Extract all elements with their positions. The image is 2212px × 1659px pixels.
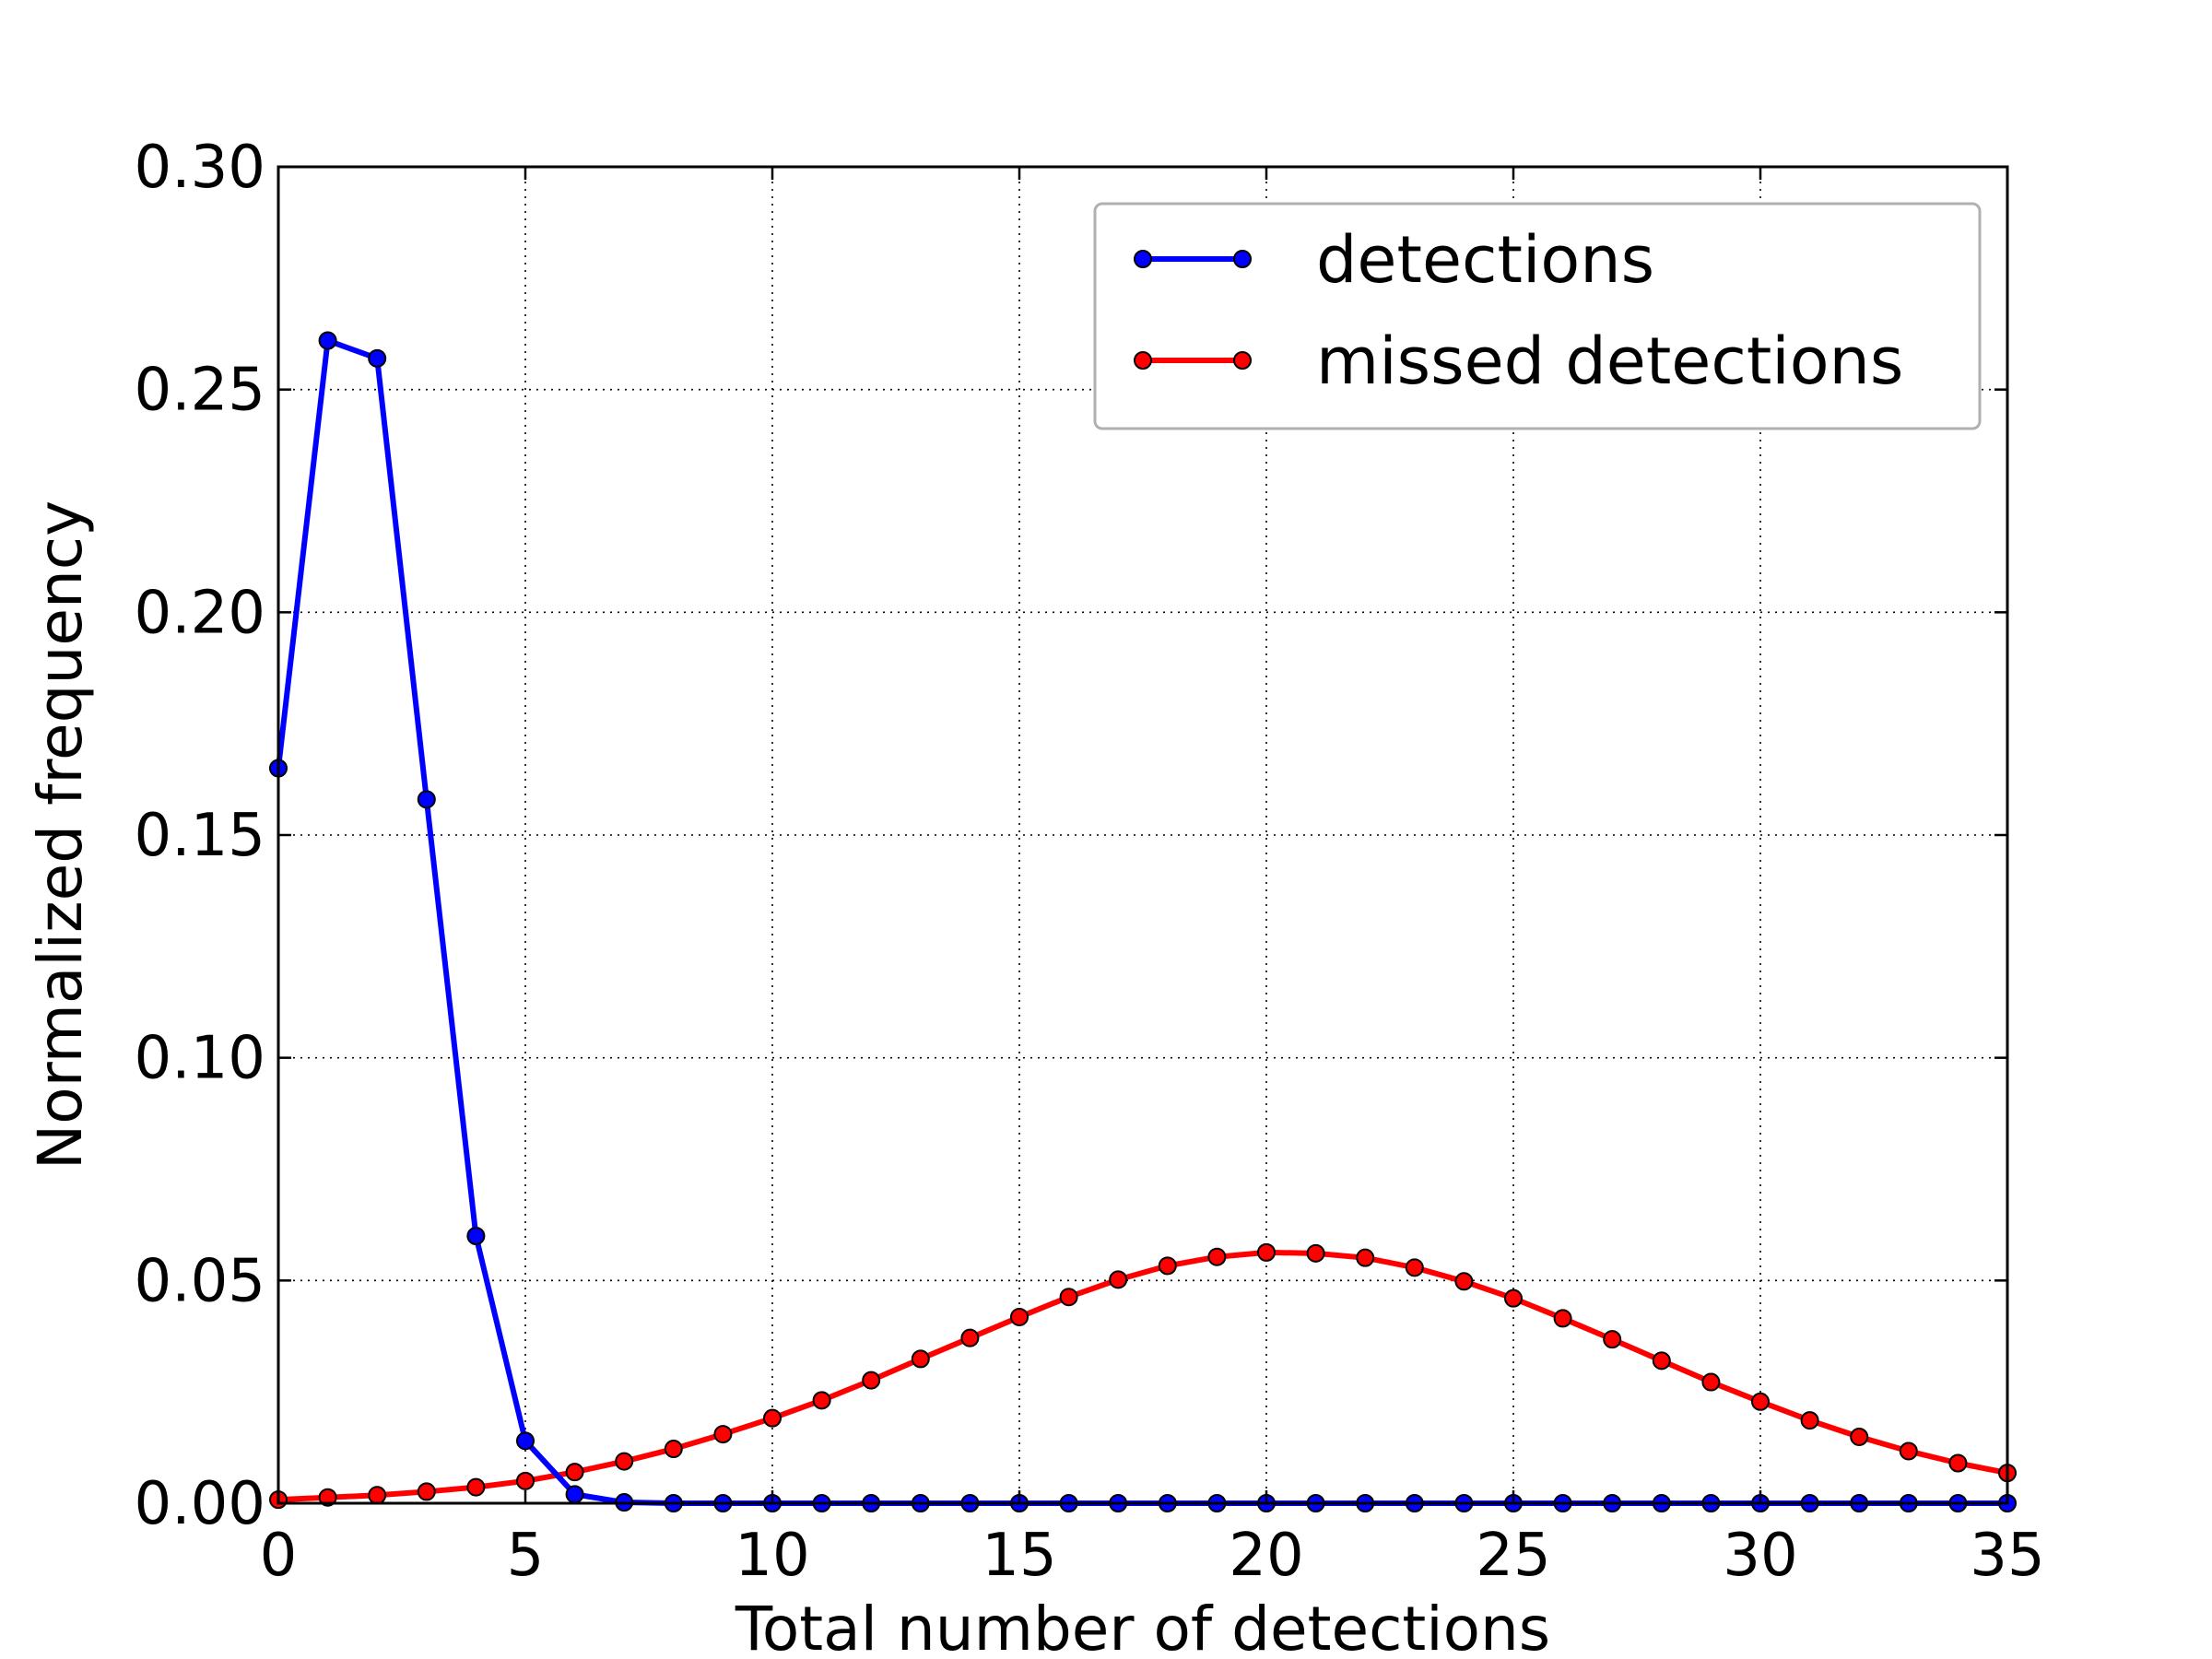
x-tick-label: 10 <box>735 1522 809 1590</box>
legend: detections missed detections <box>1093 202 1982 430</box>
data-point <box>862 1371 881 1390</box>
data-point <box>1850 1427 1869 1446</box>
data-point <box>1010 1307 1029 1326</box>
x-tick-label: 15 <box>982 1522 1056 1590</box>
legend-marker <box>1233 250 1252 268</box>
data-point <box>1257 1242 1276 1262</box>
series-line <box>277 1249 2008 1503</box>
data-point <box>1504 1288 1523 1308</box>
y-tick-label: 0.30 <box>135 134 266 202</box>
series-line <box>276 337 2007 1506</box>
series-missed-detections <box>269 1242 2017 1510</box>
data-point <box>417 1482 436 1501</box>
data-point <box>368 1486 387 1505</box>
data-point <box>368 348 387 368</box>
data-point <box>960 1328 980 1347</box>
legend-marker <box>1134 351 1152 370</box>
data-point <box>664 1440 683 1459</box>
data-point <box>1751 1392 1770 1411</box>
data-point <box>1059 1288 1078 1307</box>
y-tick-label: 0.25 <box>135 357 266 425</box>
data-point <box>1553 1309 1572 1328</box>
axis-ticks <box>276 165 2009 1505</box>
legend-marker <box>1233 351 1252 370</box>
data-point <box>1652 1351 1671 1371</box>
data-point <box>565 1463 584 1482</box>
x-tick-label: 35 <box>1970 1522 2044 1590</box>
data-point <box>1701 1372 1721 1392</box>
data-point <box>1158 1256 1177 1276</box>
data-point <box>1306 1243 1325 1263</box>
plot-series <box>269 331 2017 1512</box>
axis-tick-labels: 0 5 10 15 20 25 30 35 0.00 0.05 0.10 0.15 0.20 0.25 0.… <box>135 134 2045 1590</box>
legend-label: missed detections <box>1316 324 1903 399</box>
y-tick-label: 0.05 <box>135 1247 266 1315</box>
data-point <box>516 1431 535 1451</box>
data-point <box>812 1391 831 1410</box>
data-point <box>1405 1258 1424 1277</box>
data-point <box>318 1488 337 1507</box>
data-point <box>466 1227 486 1245</box>
y-axis-title: Normalized frequency <box>25 500 96 1170</box>
data-point <box>1800 1411 1819 1430</box>
legend-entries: detections missed detections <box>1134 222 1903 399</box>
data-point <box>318 331 337 350</box>
data-point <box>1454 1272 1474 1291</box>
data-point <box>713 1425 733 1444</box>
legend-label: detections <box>1316 222 1654 298</box>
x-tick-label: 20 <box>1229 1522 1303 1590</box>
data-point <box>417 790 436 809</box>
x-tick-label: 30 <box>1723 1522 1797 1590</box>
y-tick-label: 0.20 <box>135 579 266 647</box>
y-tick-label: 0.15 <box>135 802 266 870</box>
legend-marker <box>1134 250 1152 268</box>
data-point <box>466 1477 486 1497</box>
data-point <box>1603 1330 1622 1349</box>
data-point <box>565 1485 584 1504</box>
x-axis-title: Total number of detections <box>735 1594 1550 1659</box>
data-point <box>1356 1248 1375 1267</box>
legend-box <box>1093 202 1982 430</box>
y-tick-label: 0.00 <box>135 1470 266 1538</box>
y-tick-label: 0.10 <box>135 1025 266 1093</box>
x-tick-label: 5 <box>507 1522 545 1590</box>
data-point <box>1109 1270 1128 1289</box>
x-tick-label: 25 <box>1476 1522 1550 1590</box>
x-tick-label: 0 <box>260 1522 298 1590</box>
data-point <box>911 1349 930 1369</box>
legend-entry: detections <box>1134 222 1654 298</box>
data-point <box>615 1452 634 1471</box>
legend-entry: missed detections <box>1134 324 1903 399</box>
data-point <box>1948 1453 1968 1473</box>
series-detections <box>269 331 2017 1512</box>
data-point <box>1899 1441 1918 1461</box>
data-point <box>763 1408 782 1428</box>
data-point <box>1207 1247 1227 1266</box>
data-point <box>516 1471 535 1490</box>
